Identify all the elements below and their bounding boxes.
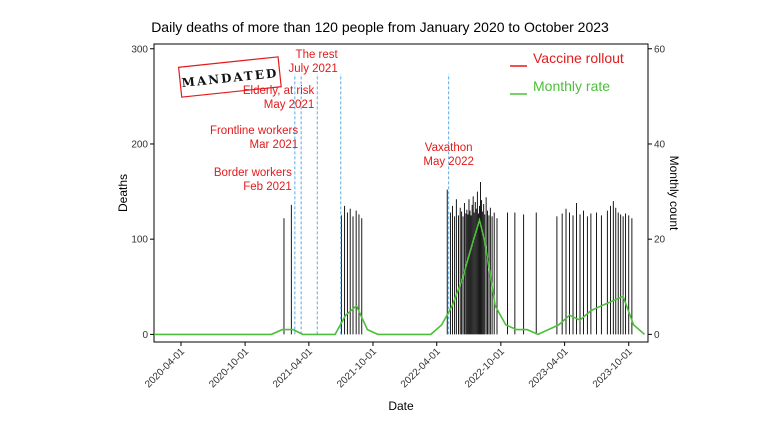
x-axis: 2020-04-01 2020-10-01 2021-04-01 2021-10-01… <box>143 342 635 390</box>
x-tick-label: 2023-10-01 <box>591 346 635 390</box>
x-tick-label: 2022-04-01 <box>399 346 443 390</box>
y-tick-label: 300 <box>131 44 148 55</box>
annotation-label: Frontline workers <box>210 125 298 137</box>
annotation-label: Vaxathon <box>425 142 473 154</box>
monthly-rate-line <box>154 217 646 336</box>
y-tick-label: 200 <box>131 139 148 150</box>
rollout-vlines <box>294 74 450 335</box>
legend: Vaccine rollout Monthly rate <box>510 50 624 95</box>
x-tick-label: 2022-10-01 <box>463 346 507 390</box>
x-tick-label: 2020-10-01 <box>207 346 251 390</box>
y2-tick-label: 60 <box>654 44 666 55</box>
annotation-label: Border workers <box>214 167 292 179</box>
annotation-label: Elderly, at risk <box>243 85 315 97</box>
daily-deaths-bars <box>283 182 633 335</box>
y2-tick-label: 0 <box>654 330 660 341</box>
rollout-annotations: Border workers Feb 2021 Frontline workers M… <box>210 49 474 193</box>
legend-label: Vaccine rollout <box>533 50 624 66</box>
y-tick-label: 0 <box>142 330 148 341</box>
y-axis-left: 0 100 200 300 <box>131 44 154 341</box>
y2-tick-label: 20 <box>654 235 666 246</box>
y2-axis-title: Monthly count <box>667 156 681 231</box>
annotation-date: May 2021 <box>264 99 315 111</box>
annotation-label: The rest <box>296 49 339 61</box>
y-tick-label: 100 <box>131 235 148 246</box>
x-tick-label: 2021-04-01 <box>271 346 315 390</box>
annotation-date: Mar 2021 <box>250 139 299 151</box>
legend-label: Monthly rate <box>533 78 610 94</box>
x-tick-label: 2023-04-01 <box>527 346 571 390</box>
chart-title: Daily deaths of more than 120 people fro… <box>151 19 609 35</box>
y2-tick-label: 40 <box>654 139 666 150</box>
y-axis-title: Deaths <box>116 174 130 212</box>
annotation-date: Feb 2021 <box>243 181 292 193</box>
x-axis-title: Date <box>388 399 414 413</box>
annotation-date: July 2021 <box>289 63 338 75</box>
x-tick-label: 2020-04-01 <box>143 346 187 390</box>
x-tick-label: 2021-10-01 <box>335 346 379 390</box>
y-axis-right: 0 20 40 60 <box>648 44 666 341</box>
plot-frame <box>153 43 649 343</box>
annotation-date: May 2022 <box>423 156 474 168</box>
